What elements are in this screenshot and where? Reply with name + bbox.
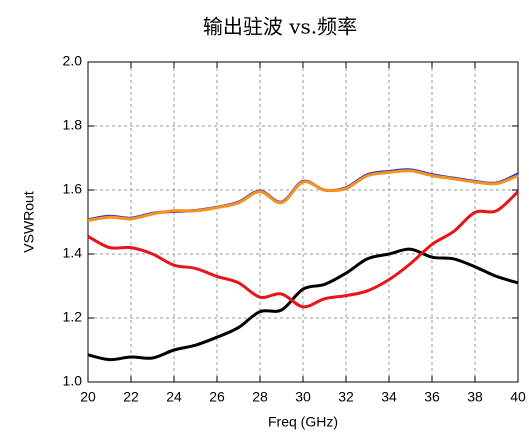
y-tick-label: 2.0 [63,53,83,69]
data-line [87,190,520,309]
x-tick-label: 26 [209,389,225,405]
x-tick-label: 38 [467,389,483,405]
x-tick-label: 30 [295,389,311,405]
x-tick-label: 40 [510,389,526,405]
x-axis-label: Freq (GHz) [268,414,338,430]
x-tick-label: 34 [381,389,397,405]
plot-frame [87,61,519,383]
x-tick-label: 24 [166,389,182,405]
x-tick-label: 20 [80,389,96,405]
x-tick-label: 28 [252,389,268,405]
x-tick-label: 22 [123,389,139,405]
y-tick-label: 1.4 [63,245,83,261]
data-line [87,247,519,362]
y-axis-label: VSWRout [21,191,37,253]
data-line [87,169,519,222]
x-tick-label: 36 [424,389,440,405]
chart-title: 输出驻波 vs.频率 [203,15,357,39]
y-tick-label: 1.0 [63,373,83,389]
y-tick-label: 1.8 [63,117,83,133]
x-tick-label: 32 [338,389,354,405]
y-tick-label: 1.6 [63,181,83,197]
y-tick-label: 1.2 [63,309,83,325]
